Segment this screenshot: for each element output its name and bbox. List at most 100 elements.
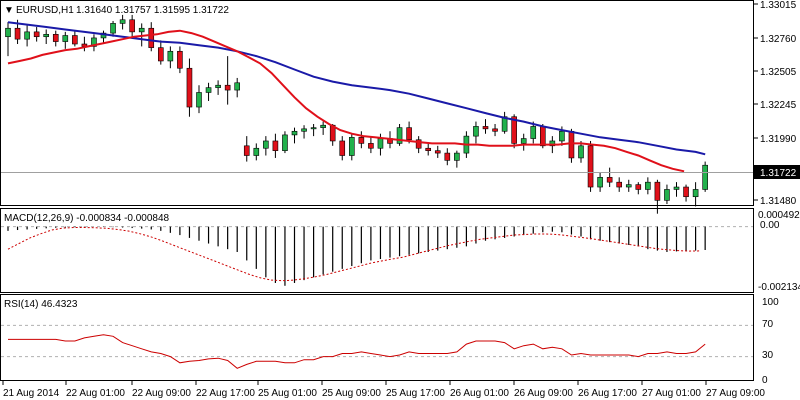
candle xyxy=(673,182,680,197)
candle xyxy=(24,24,30,47)
ma-fast-line xyxy=(7,29,685,173)
time-tick: 25 Aug 09:00 xyxy=(322,388,381,399)
candle xyxy=(119,14,126,30)
price-axis: 1.33015 1.32760 1.32505 1.32245 1.31990 … xyxy=(754,0,800,207)
time-axis: 21 Aug 2014 22 Aug 01:00 22 Aug 09:00 22 Au… xyxy=(2,381,765,399)
rsi-line xyxy=(8,334,706,369)
candle xyxy=(129,14,135,37)
candle xyxy=(454,150,460,168)
candle xyxy=(243,136,250,162)
candle xyxy=(368,136,374,154)
candle xyxy=(406,121,412,144)
rsi-tick: 0 xyxy=(762,375,768,386)
rsi-tick: 30 xyxy=(762,350,774,361)
candle xyxy=(473,121,479,144)
macd-tick: 0.000492 xyxy=(758,210,800,221)
time-tick: 27 Aug 01:00 xyxy=(642,388,701,399)
candle xyxy=(501,111,508,134)
time-tick: 25 Aug 17:00 xyxy=(386,388,445,399)
candle xyxy=(339,136,346,161)
candle xyxy=(33,27,40,42)
time-tick: 26 Aug 01:00 xyxy=(450,388,509,399)
rsi-panel xyxy=(1,324,753,369)
time-tick: 27 Aug 09:00 xyxy=(706,388,765,399)
candle xyxy=(625,179,632,192)
rsi-tick: 70 xyxy=(762,319,774,330)
candle xyxy=(301,125,307,139)
candle xyxy=(492,124,498,137)
candle xyxy=(635,182,642,195)
candle xyxy=(43,29,50,44)
candle xyxy=(158,40,164,65)
candle xyxy=(444,148,451,166)
current-price-value: 1.31722 xyxy=(760,168,797,179)
candle xyxy=(520,133,527,151)
candle xyxy=(263,136,269,156)
rsi-tick: 100 xyxy=(762,297,779,308)
candle xyxy=(234,77,240,98)
ma-slow-line xyxy=(7,21,706,156)
time-tick: 26 Aug 17:00 xyxy=(578,388,637,399)
candle xyxy=(578,140,584,163)
candle xyxy=(645,177,651,195)
candle xyxy=(348,133,355,161)
candle xyxy=(253,143,260,161)
candle xyxy=(664,184,670,204)
macd-tick: 0.00 xyxy=(760,220,780,231)
candle xyxy=(434,145,441,158)
header-arrow-icon[interactable]: ▼ xyxy=(4,5,14,16)
candle xyxy=(186,58,193,117)
macd-signal-line xyxy=(7,227,700,282)
time-tick: 22 Aug 01:00 xyxy=(66,388,125,399)
candle xyxy=(320,121,326,135)
ohlc-label: 1.31640 1.31757 1.31595 1.31722 xyxy=(76,5,229,16)
price-panel-frame xyxy=(0,0,754,206)
time-tick: 21 Aug 2014 xyxy=(3,388,60,399)
macd-tick: -0.002134 xyxy=(758,282,800,293)
candle xyxy=(205,82,212,101)
rsi-label: RSI(14) 46.4323 xyxy=(4,299,78,310)
candle xyxy=(5,22,11,57)
candle xyxy=(702,161,708,192)
candle xyxy=(91,34,97,52)
candle xyxy=(148,22,155,52)
price-panel xyxy=(5,14,708,214)
candle xyxy=(396,124,403,146)
time-tick: 25 Aug 01:00 xyxy=(258,388,317,399)
macd-panel-frame xyxy=(0,208,754,293)
candle xyxy=(110,20,116,37)
candle xyxy=(215,80,221,95)
price-tick: 1.31480 xyxy=(760,196,797,207)
candle xyxy=(568,128,575,163)
candle xyxy=(310,124,317,137)
candle xyxy=(272,133,279,158)
candle xyxy=(425,143,432,156)
candle xyxy=(167,46,174,69)
candle xyxy=(415,136,422,154)
candle xyxy=(52,30,59,47)
candle xyxy=(654,179,661,214)
macd-axis: 0.000492 0.00 -0.002134 xyxy=(758,210,800,293)
candle xyxy=(282,131,288,154)
rsi-axis: 100 70 30 0 xyxy=(762,297,779,386)
rsi-panel-frame xyxy=(0,294,754,381)
price-tick: 1.31990 xyxy=(760,134,797,145)
current-price-badge xyxy=(754,165,800,179)
candle xyxy=(291,127,298,144)
candle xyxy=(224,56,231,105)
candle xyxy=(482,119,489,134)
macd-label: MACD(12,26,9) -0.000834 -0.000848 xyxy=(4,213,170,224)
candle xyxy=(72,30,78,47)
macd-panel xyxy=(1,226,753,286)
candle xyxy=(358,131,365,149)
candle xyxy=(196,85,202,114)
candle xyxy=(62,31,69,49)
time-tick: 22 Aug 17:00 xyxy=(196,388,255,399)
candle xyxy=(597,172,603,192)
candle xyxy=(692,182,699,207)
time-tick: 22 Aug 09:00 xyxy=(132,388,191,399)
price-tick: 1.32245 xyxy=(760,100,797,111)
candle xyxy=(683,184,689,202)
price-tick: 1.32505 xyxy=(760,67,797,78)
